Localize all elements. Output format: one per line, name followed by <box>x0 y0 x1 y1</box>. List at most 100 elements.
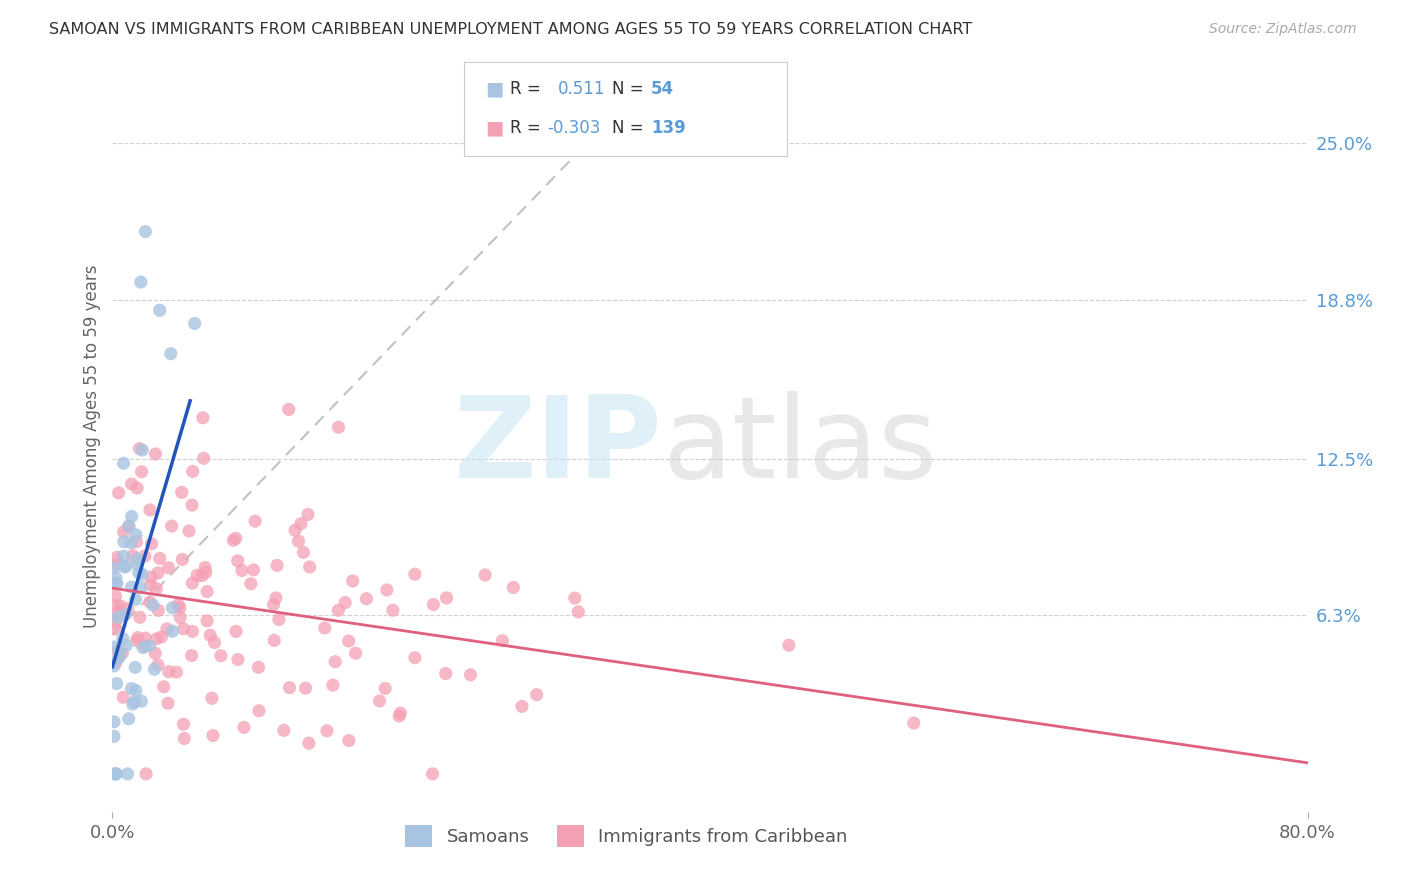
Point <box>142 598 165 612</box>
Text: ZIP: ZIP <box>454 391 662 501</box>
Point <box>502 581 524 595</box>
Point <box>368 694 391 708</box>
Point <box>162 600 184 615</box>
Point <box>118 519 141 533</box>
Point <box>125 534 148 549</box>
Text: N =: N = <box>612 80 648 98</box>
Text: Source: ZipAtlas.com: Source: ZipAtlas.com <box>1209 22 1357 37</box>
Point <box>135 767 157 781</box>
Point <box>138 639 160 653</box>
Point <box>127 631 149 645</box>
Point <box>460 668 482 682</box>
Point <box>124 660 146 674</box>
Point <box>107 644 129 658</box>
Point <box>120 536 142 550</box>
Point <box>166 665 188 680</box>
Point <box>157 560 180 574</box>
Point <box>112 549 135 564</box>
Point <box>278 681 301 695</box>
Point <box>328 603 350 617</box>
Point <box>226 652 249 666</box>
Point <box>323 655 346 669</box>
Point <box>128 442 150 456</box>
Text: R =: R = <box>510 119 547 136</box>
Point <box>105 676 128 690</box>
Point <box>143 646 166 660</box>
Point <box>169 610 191 624</box>
Point <box>243 514 266 528</box>
Point <box>121 697 143 711</box>
Text: N =: N = <box>612 119 648 136</box>
Point <box>342 574 364 588</box>
Point <box>328 420 350 434</box>
Point <box>474 568 496 582</box>
Point <box>247 704 270 718</box>
Point <box>273 723 295 738</box>
Point <box>297 508 319 522</box>
Point <box>778 638 800 652</box>
Point <box>121 549 143 563</box>
Point <box>129 581 152 595</box>
Point <box>117 767 139 781</box>
Point <box>232 720 254 734</box>
Point <box>107 606 129 620</box>
Point <box>103 767 125 781</box>
Point <box>115 639 138 653</box>
Point <box>104 656 127 670</box>
Point <box>436 591 458 605</box>
Point <box>105 576 128 591</box>
Point <box>242 563 264 577</box>
Point <box>226 554 249 568</box>
Point <box>264 591 287 605</box>
Point <box>129 275 152 289</box>
Point <box>149 303 172 318</box>
Text: ■: ■ <box>485 79 503 99</box>
Point <box>118 712 141 726</box>
Point <box>134 549 156 563</box>
Point <box>145 632 167 646</box>
Point <box>112 534 135 549</box>
Point <box>104 615 127 630</box>
Point <box>143 662 166 676</box>
Point <box>134 639 156 653</box>
Point <box>127 557 149 571</box>
Point <box>247 660 270 674</box>
Point <box>139 595 162 609</box>
Point <box>266 558 288 573</box>
Point <box>201 691 224 706</box>
Point <box>127 552 149 566</box>
Point <box>169 600 191 615</box>
Point <box>105 599 128 613</box>
Point <box>298 736 321 750</box>
Point <box>191 568 214 582</box>
Point <box>200 628 222 642</box>
Point <box>277 402 299 417</box>
Point <box>127 481 149 495</box>
Point <box>162 624 184 639</box>
Point <box>181 624 204 639</box>
Point <box>125 528 148 542</box>
Point <box>903 716 925 731</box>
Point <box>337 634 360 648</box>
Point <box>181 464 204 478</box>
Point <box>146 657 169 672</box>
Text: 139: 139 <box>651 119 686 136</box>
Point <box>314 621 336 635</box>
Point <box>231 564 253 578</box>
Point <box>181 498 204 512</box>
Point <box>124 592 146 607</box>
Point <box>105 767 128 781</box>
Text: SAMOAN VS IMMIGRANTS FROM CARIBBEAN UNEMPLOYMENT AMONG AGES 55 TO 59 YEARS CORRE: SAMOAN VS IMMIGRANTS FROM CARIBBEAN UNEM… <box>49 22 973 37</box>
Point <box>132 640 155 655</box>
Point <box>344 646 367 660</box>
Point <box>389 706 412 721</box>
Point <box>103 640 125 654</box>
Point <box>422 767 444 781</box>
Point <box>177 524 200 538</box>
Point <box>335 596 357 610</box>
Point <box>180 648 202 663</box>
Point <box>145 582 167 596</box>
Point <box>195 614 218 628</box>
Point <box>287 534 309 549</box>
Point <box>103 714 125 729</box>
